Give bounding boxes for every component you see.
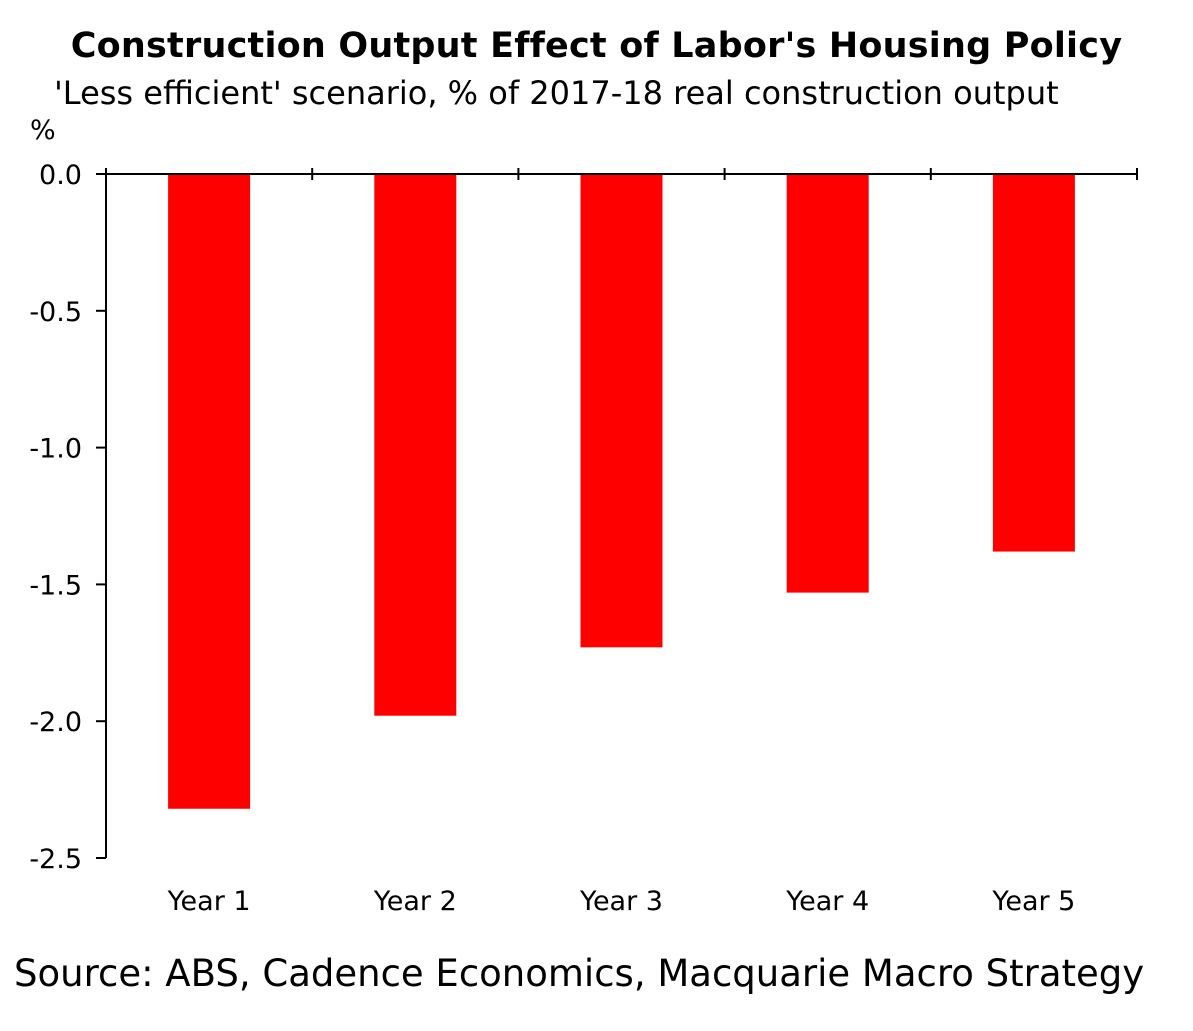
chart-subtitle: 'Less efficient' scenario, % of 2017-18 … <box>54 74 1059 112</box>
chart-title: Construction Output Effect of Labor's Ho… <box>70 26 1123 66</box>
y-tick-label: -2.0 <box>29 707 82 738</box>
axes-group <box>96 168 1138 859</box>
y-axis-unit-label: % <box>30 115 56 146</box>
source-note: Source: ABS, Cadence Economics, Macquari… <box>14 952 1145 995</box>
y-tick-labels: 0.0 -0.5 -1.0 -1.5 -2.0 -2.5 <box>29 160 82 875</box>
x-category-label: Year 1 <box>167 886 251 917</box>
x-category-label: Year 3 <box>579 886 663 917</box>
y-tick-label: -1.5 <box>29 570 82 601</box>
bars-group <box>168 174 1075 809</box>
bar-5 <box>992 174 1075 552</box>
x-category-label: Year 2 <box>373 886 457 917</box>
y-tick-label: -2.5 <box>29 844 82 875</box>
y-tick-label: -0.5 <box>29 297 82 328</box>
x-category-label: Year 5 <box>991 886 1075 917</box>
bar-3 <box>580 174 663 648</box>
x-category-labels: Year 1 Year 2 Year 3 Year 4 Year 5 <box>167 886 1076 917</box>
bar-2 <box>374 174 457 716</box>
x-category-label: Year 4 <box>785 886 869 917</box>
bar-1 <box>168 174 251 809</box>
y-tick-label: 0.0 <box>39 160 82 191</box>
y-tick-label: -1.0 <box>29 434 82 465</box>
bar-4 <box>786 174 869 593</box>
